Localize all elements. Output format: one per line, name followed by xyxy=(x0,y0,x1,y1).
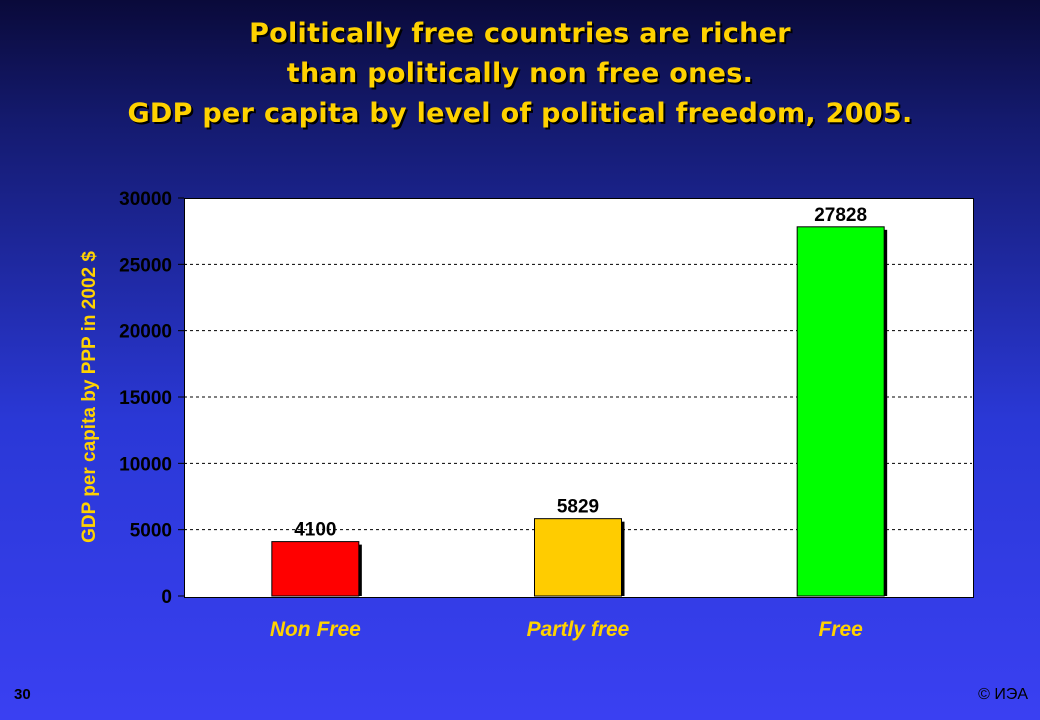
y-tick-label: 30000 xyxy=(119,189,172,210)
x-tick-label: Non Free xyxy=(270,618,361,641)
page-number: 30 xyxy=(14,686,31,703)
data-label: 5829 xyxy=(557,497,599,518)
copyright-text: © ИЭА xyxy=(978,686,1028,703)
y-tick-label: 10000 xyxy=(119,454,172,475)
y-tick-label: 20000 xyxy=(119,322,172,343)
y-tick-label: 5000 xyxy=(130,521,172,542)
bar xyxy=(534,518,622,597)
y-axis-label: GDP per capita by PPP in 2002 $ xyxy=(79,251,100,543)
title-line-3: GDP per capita by level of political fre… xyxy=(127,98,913,129)
x-tick-label: Free xyxy=(818,618,863,641)
y-tick-label: 0 xyxy=(161,587,172,608)
data-label: 27828 xyxy=(814,205,867,226)
title-line-1: Politically free countries are richer xyxy=(249,18,791,49)
title-line-2: than politically non free ones. xyxy=(286,58,754,89)
y-tick-label: 15000 xyxy=(119,388,172,409)
y-tick-label: 25000 xyxy=(119,255,172,276)
slide-title: Politically free countries are richer th… xyxy=(0,14,1040,134)
data-label: 4100 xyxy=(294,520,336,541)
bar xyxy=(796,226,885,597)
x-tick-label: Partly free xyxy=(527,618,630,641)
bar xyxy=(271,541,360,597)
